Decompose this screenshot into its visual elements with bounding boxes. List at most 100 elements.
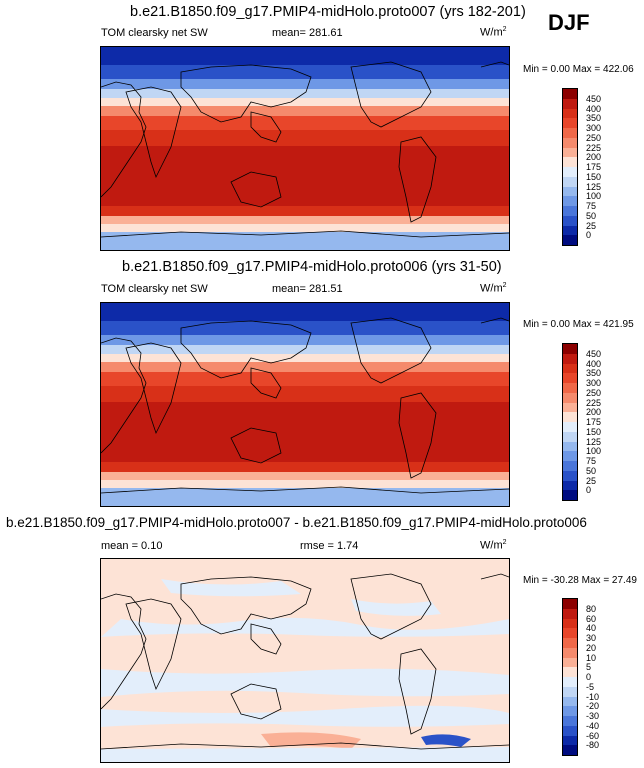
colorbar-tick-label: 400 xyxy=(586,358,602,369)
panel1-minmax: Min = 0.00 Max = 422.06 xyxy=(523,64,634,75)
colorbar-swatch xyxy=(563,686,577,697)
panel1-variable-label: TOM clearsky net SW xyxy=(101,27,208,39)
panel1-colorbar-swatches xyxy=(563,89,577,245)
colorbar-swatch xyxy=(563,431,577,442)
colorbar-swatch xyxy=(563,186,577,197)
colorbar-swatch xyxy=(563,638,577,648)
colorbar-tick-label: 80 xyxy=(586,603,597,614)
panel2-colorbar xyxy=(562,343,578,501)
colorbar-tick-label: 350 xyxy=(586,113,602,124)
colorbar-swatch xyxy=(563,89,577,99)
panel3-map-field xyxy=(101,559,509,762)
panel3-colorbar xyxy=(562,598,578,756)
colorbar-tick-label: 25 xyxy=(586,475,597,486)
colorbar-tick-label: 5 xyxy=(586,662,592,673)
colorbar-swatch xyxy=(563,618,577,629)
colorbar-swatch xyxy=(563,461,577,471)
colorbar-swatch xyxy=(563,108,577,119)
colorbar-swatch xyxy=(563,716,577,726)
panel1-title: b.e21.B1850.f09_g17.PMIP4-midHolo.proto0… xyxy=(130,4,526,20)
colorbar-swatch xyxy=(563,696,577,707)
colorbar-swatch xyxy=(563,745,577,755)
colorbar-swatch xyxy=(563,667,577,677)
colorbar-swatch xyxy=(563,353,577,364)
colorbar-tick-label: -5 xyxy=(586,681,595,692)
colorbar-swatch xyxy=(563,147,577,158)
panel1-map xyxy=(100,46,510,251)
colorbar-swatch xyxy=(563,206,577,216)
panel3-minmax: Min = -30.28 Max = 27.49 xyxy=(523,575,637,586)
panel2-units: W/m2 xyxy=(480,282,507,295)
colorbar-tick-label: 350 xyxy=(586,368,602,379)
colorbar-tick-label: 400 xyxy=(586,103,602,114)
colorbar-tick-label: 25 xyxy=(586,220,597,231)
panel2-map-field xyxy=(101,303,509,506)
panel1-units: W/m2 xyxy=(480,26,507,39)
panel2-map xyxy=(100,302,510,507)
colorbar-tick-label: 300 xyxy=(586,378,602,388)
colorbar-swatch xyxy=(563,441,577,452)
colorbar-swatch xyxy=(563,128,577,138)
colorbar-tick-label: 50 xyxy=(586,210,597,221)
panel2-title: b.e21.B1850.f09_g17.PMIP4-midHolo.proto0… xyxy=(122,259,502,275)
panel3-units: W/m2 xyxy=(480,539,507,552)
colorbar-swatch xyxy=(563,706,577,716)
colorbar-swatch xyxy=(563,118,577,128)
colorbar-tick-label: 40 xyxy=(586,623,597,634)
colorbar-tick-label: 100 xyxy=(586,446,602,457)
colorbar-tick-label: 20 xyxy=(586,642,597,653)
colorbar-tick-label: 75 xyxy=(586,201,597,211)
colorbar-swatch xyxy=(563,402,577,413)
panel2-colorbar-swatches xyxy=(563,344,577,500)
colorbar-swatch xyxy=(563,225,577,236)
colorbar-swatch xyxy=(563,657,577,668)
colorbar-tick-label: -30 xyxy=(586,711,600,721)
colorbar-tick-label: 300 xyxy=(586,123,602,133)
colorbar-tick-label: 0 xyxy=(586,485,592,496)
colorbar-swatch xyxy=(563,215,577,226)
colorbar-tick-label: 0 xyxy=(586,672,592,682)
colorbar-tick-label: 60 xyxy=(586,613,597,624)
panel3-colorbar-swatches xyxy=(563,599,577,755)
colorbar-swatch xyxy=(563,451,577,461)
panel3-rmse: rmse = 1.74 xyxy=(300,540,359,552)
colorbar-swatch xyxy=(563,677,577,687)
colorbar-swatch xyxy=(563,412,577,422)
panel2-mean: mean= 281.51 xyxy=(272,283,343,295)
colorbar-tick-label: 250 xyxy=(586,132,602,143)
colorbar-tick-label: 150 xyxy=(586,171,602,182)
colorbar-swatch xyxy=(563,167,577,177)
colorbar-swatch xyxy=(563,176,577,187)
colorbar-swatch xyxy=(563,608,577,619)
panel1-mean: mean= 281.61 xyxy=(272,27,343,39)
colorbar-tick-label: 250 xyxy=(586,387,602,398)
colorbar-swatch xyxy=(563,373,577,383)
panel2-variable-label: TOM clearsky net SW xyxy=(101,283,208,295)
colorbar-swatch xyxy=(563,392,577,403)
colorbar-tick-label: 175 xyxy=(586,417,602,427)
colorbar-tick-label: 150 xyxy=(586,426,602,437)
colorbar-swatch xyxy=(563,628,577,638)
colorbar-tick-label: 175 xyxy=(586,162,602,172)
panel3-map xyxy=(100,558,510,763)
colorbar-tick-label: 100 xyxy=(586,191,602,202)
colorbar-tick-label: 225 xyxy=(586,397,602,408)
colorbar-swatch xyxy=(563,599,577,609)
colorbar-tick-label: -40 xyxy=(586,720,600,731)
colorbar-swatch xyxy=(563,735,577,746)
colorbar-tick-label: -80 xyxy=(586,740,600,751)
panel3-mean: mean = 0.10 xyxy=(101,540,163,552)
colorbar-swatch xyxy=(563,470,577,481)
colorbar-tick-label: 30 xyxy=(586,633,597,643)
colorbar-tick-label: -10 xyxy=(586,691,600,702)
colorbar-tick-label: 75 xyxy=(586,456,597,466)
colorbar-tick-label: 125 xyxy=(586,181,602,192)
colorbar-tick-label: 225 xyxy=(586,142,602,153)
colorbar-tick-label: 0 xyxy=(586,230,592,241)
panel1-map-field xyxy=(101,47,509,250)
colorbar-tick-label: 10 xyxy=(586,652,597,663)
colorbar-swatch xyxy=(563,725,577,736)
panel3-title: b.e21.B1850.f09_g17.PMIP4-midHolo.proto0… xyxy=(6,515,587,530)
colorbar-swatch xyxy=(563,363,577,374)
colorbar-tick-label: 200 xyxy=(586,407,602,418)
